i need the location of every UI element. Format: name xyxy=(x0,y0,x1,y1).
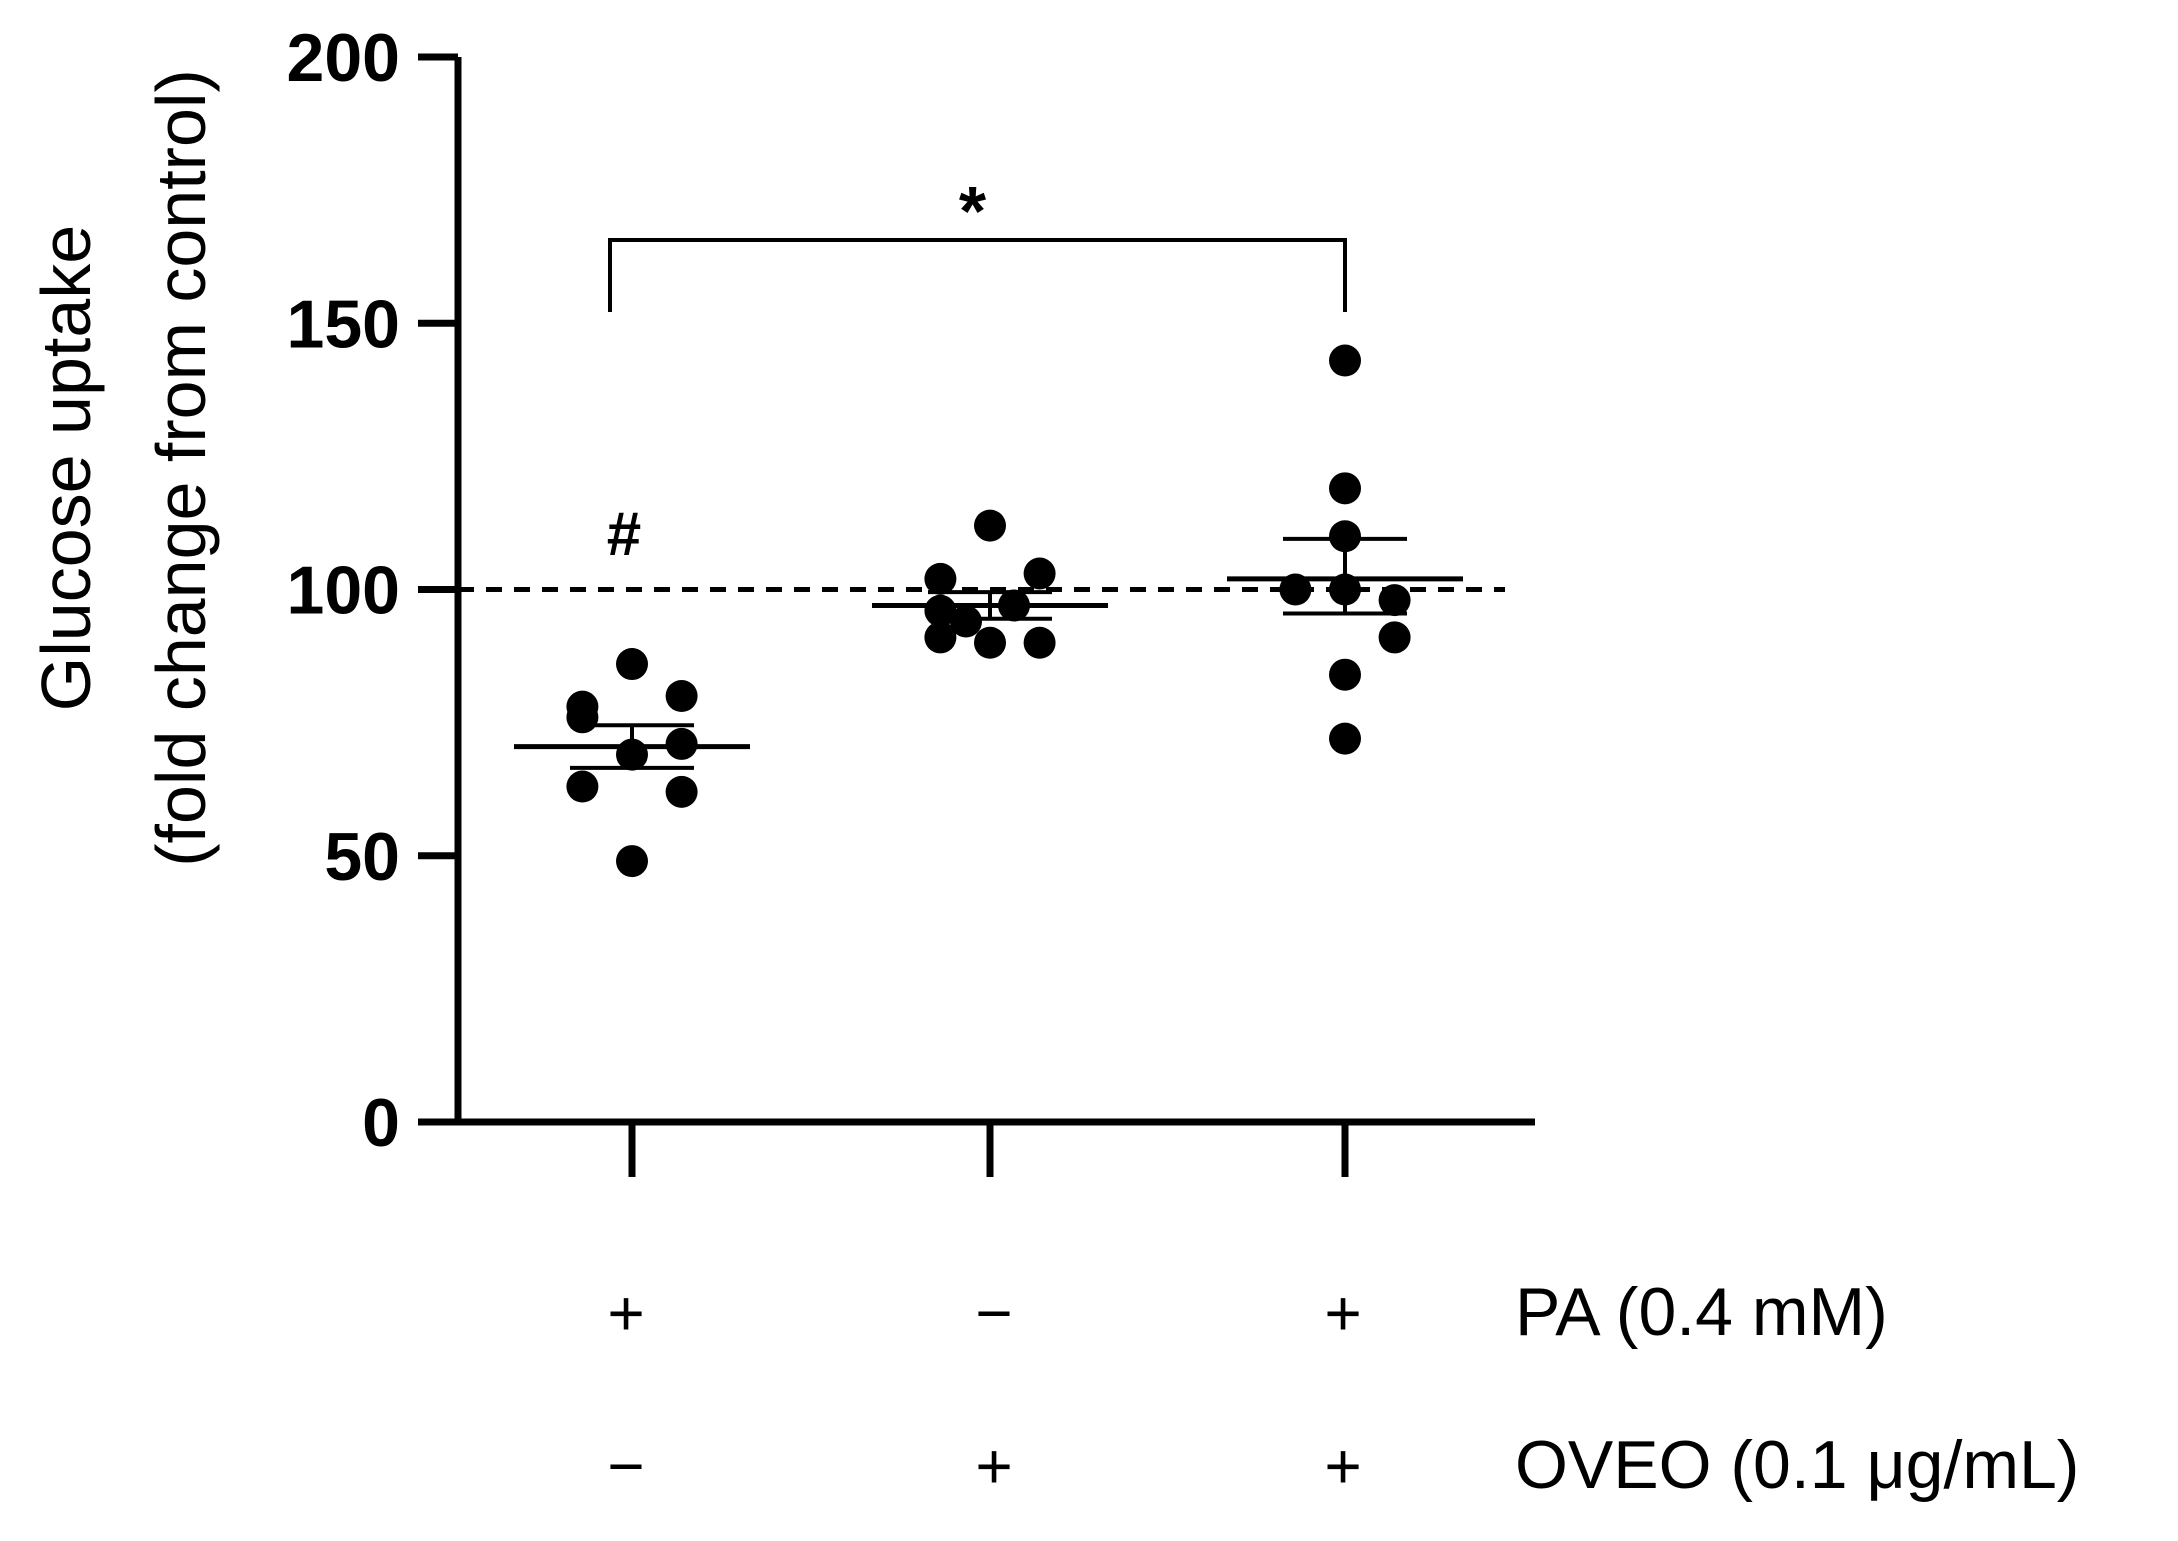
data-point xyxy=(1329,344,1361,377)
oveo-row-label: OVEO (0.1 μg/mL) xyxy=(1515,1427,2079,1503)
y-tick-label-50: 50 xyxy=(324,819,400,895)
annotations: #* xyxy=(607,172,1347,569)
y-tick-label-200: 200 xyxy=(287,20,400,96)
y-tick-label-150: 150 xyxy=(287,286,400,362)
data-point xyxy=(1329,722,1361,755)
data-point xyxy=(974,509,1006,542)
pa-sign-group-2: − xyxy=(975,1277,1012,1349)
y-tick-label-100: 100 xyxy=(287,553,400,629)
data-point xyxy=(616,648,648,681)
data-point xyxy=(1329,472,1361,505)
oveo-sign-group-3: + xyxy=(1324,1430,1361,1502)
data-point xyxy=(665,727,698,760)
significance-asterisk: * xyxy=(959,172,987,250)
data-point xyxy=(974,626,1006,659)
data-point xyxy=(616,845,648,878)
data-point xyxy=(566,770,599,803)
data-point xyxy=(924,621,957,654)
data-point xyxy=(1023,626,1056,659)
y-axis-label-line2: (fold change from control) xyxy=(142,69,220,867)
oveo-sign-group-2: + xyxy=(975,1430,1012,1502)
treatment-table: + − − + + + PA (0.4 mM) OVEO (0.1 μg/mL) xyxy=(607,1274,2079,1503)
error-bars xyxy=(514,536,1463,770)
data-point xyxy=(1279,573,1312,606)
data-point xyxy=(566,701,599,734)
data-point xyxy=(924,562,957,595)
pa-row-label: PA (0.4 mM) xyxy=(1515,1274,1888,1350)
pa-sign-group-3: + xyxy=(1324,1277,1361,1349)
pa-sign-group-1: + xyxy=(607,1277,644,1349)
data-point xyxy=(1329,520,1361,553)
y-axis-label-line1: Glucose uptake xyxy=(27,225,105,711)
data-point xyxy=(665,775,698,808)
y-tick-label-0: 0 xyxy=(362,1085,400,1161)
data-point xyxy=(665,680,698,712)
data-point xyxy=(1378,584,1411,617)
data-point xyxy=(1378,621,1411,654)
data-point xyxy=(950,605,982,638)
axes: 0 50 100 150 200 xyxy=(287,20,1535,1177)
data-point xyxy=(1023,557,1056,590)
significance-bracket xyxy=(608,238,1347,312)
data-point xyxy=(1329,658,1361,691)
hash-annotation: # xyxy=(607,500,641,569)
oveo-sign-group-1: − xyxy=(607,1430,644,1502)
